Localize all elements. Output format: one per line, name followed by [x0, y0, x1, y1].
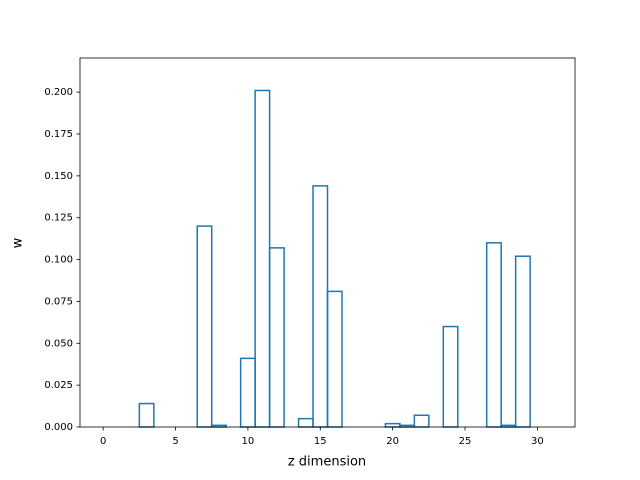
- x-axis-label: z dimension: [288, 455, 366, 470]
- bar: [442, 325, 459, 428]
- x-tick-label: 5: [172, 436, 178, 447]
- bar: [413, 414, 430, 428]
- x-tick-label: 10: [242, 436, 255, 447]
- bar: [254, 89, 271, 428]
- bar: [138, 402, 155, 428]
- y-tick-label: 0.100: [44, 255, 73, 266]
- bar: [326, 290, 343, 428]
- plot-frame: [79, 57, 576, 428]
- y-tick-label: 0.075: [44, 296, 73, 307]
- y-tick-label: 0.025: [44, 380, 73, 391]
- y-tick-label: 0.000: [44, 422, 73, 433]
- bar: [297, 417, 314, 428]
- x-tick-label: 25: [459, 436, 472, 447]
- x-tick-label: 30: [531, 436, 544, 447]
- bar: [485, 242, 502, 428]
- x-tick-label: 0: [100, 436, 106, 447]
- bar: [312, 185, 329, 428]
- bar: [196, 225, 213, 428]
- bar: [384, 422, 401, 428]
- y-tick-label: 0.175: [44, 129, 73, 140]
- bar: [514, 255, 531, 428]
- y-tick-label: 0.050: [44, 338, 73, 349]
- x-tick-label: 15: [314, 436, 327, 447]
- bar: [268, 247, 285, 428]
- y-tick-label: 0.200: [44, 87, 73, 98]
- x-tick-label: 20: [386, 436, 399, 447]
- y-tick-label: 0.150: [44, 171, 73, 182]
- bar: [239, 357, 256, 428]
- y-axis-label: w: [11, 237, 26, 248]
- y-tick-label: 0.125: [44, 213, 73, 224]
